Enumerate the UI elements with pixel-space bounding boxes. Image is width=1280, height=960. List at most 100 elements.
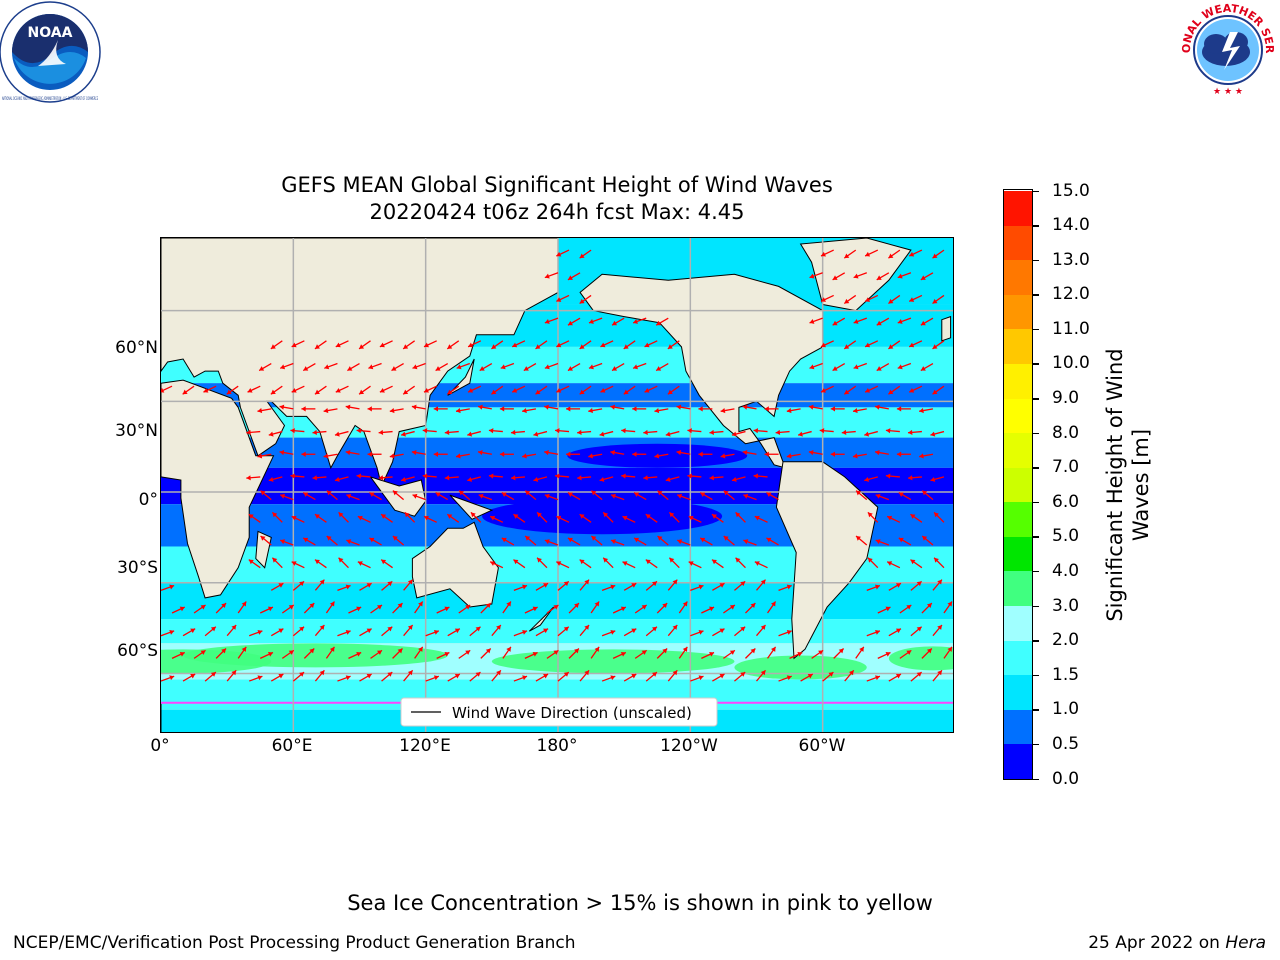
wave-arrow-head — [467, 476, 473, 482]
wave-arrow-head — [411, 404, 417, 410]
wave-arrow-head — [499, 406, 505, 412]
landmass — [941, 315, 952, 342]
colorbar-tickmark — [1033, 743, 1039, 746]
wave-arrow-head — [424, 515, 429, 521]
wave-arrow-head — [896, 406, 902, 412]
wave-arrow-head — [645, 559, 651, 565]
wave-arrow-head — [200, 650, 206, 655]
wave-arrow-head — [435, 492, 441, 497]
wave-arrow-head — [620, 651, 626, 657]
wave-arrow-head — [907, 475, 913, 481]
wave-arrow-head — [553, 650, 559, 655]
wave-arrow-head — [179, 651, 185, 657]
wave-arrow-head — [865, 387, 871, 393]
wave-arrow-head — [723, 535, 729, 541]
wave-arrow-head — [377, 604, 382, 610]
wave-arrow-head — [885, 651, 891, 657]
wave-arrow-head — [537, 557, 542, 563]
wave-arrow-head — [930, 476, 936, 482]
colorbar-segment — [1004, 259, 1032, 295]
colorbar-tick-label: 12.0 — [1052, 284, 1090, 305]
wave-arrow-head — [828, 672, 834, 677]
wave-arrow-head — [632, 406, 637, 412]
wave-arrow-head — [786, 675, 792, 681]
wave-arrow-head — [786, 629, 792, 635]
wave-arrow-head — [241, 646, 247, 652]
wave-arrow-head — [830, 451, 836, 457]
wave-arrow-head — [611, 493, 616, 499]
wave-arrow-head — [667, 344, 673, 349]
wave-arrow-head — [895, 673, 901, 679]
wave-arrow-head — [357, 515, 363, 521]
colorbar-tickmark — [1033, 709, 1039, 711]
colorbar-segment — [1004, 328, 1032, 364]
colorbar-segment — [1004, 432, 1032, 468]
wave-arrow-head — [475, 672, 481, 677]
wave-arrow-head — [909, 342, 915, 348]
wave-arrow-head — [455, 408, 461, 414]
wave-arrow-head — [743, 493, 749, 499]
wave-arrow-head — [496, 624, 501, 630]
wave-arrow-head — [334, 431, 340, 437]
wave-arrow-head — [853, 364, 859, 370]
wave-arrow-head — [742, 404, 748, 410]
colorbar-tick-label: 11.0 — [1052, 318, 1090, 339]
wave-arrow-head — [512, 342, 518, 348]
wave-arrow-head — [594, 601, 600, 607]
wave-arrow-head — [740, 581, 746, 587]
wave-arrow-head — [468, 342, 474, 348]
wave-arrow-head — [418, 646, 423, 652]
wave-arrow-head — [916, 581, 922, 587]
wave-arrow-head — [411, 450, 417, 456]
wave-arrow-head — [937, 670, 942, 676]
wave-arrow-head — [329, 646, 335, 652]
wave-arrow-head — [478, 450, 483, 456]
wave-arrow-head — [775, 429, 781, 435]
wave-arrow-head — [821, 297, 826, 302]
wave-arrow-head — [314, 559, 320, 565]
colorbar-tickmark — [1033, 536, 1039, 538]
wave-arrow-head — [299, 581, 305, 587]
wave-arrow-head — [301, 406, 306, 412]
wave-arrow-head — [677, 493, 683, 499]
wave-arrow-head — [876, 275, 882, 280]
wave-arrow-head — [397, 648, 403, 654]
wave-arrow-head — [475, 626, 481, 632]
wave-arrow-head — [641, 604, 647, 610]
wave-arrow-head — [875, 450, 880, 456]
wave-arrow-head — [610, 450, 616, 456]
wave-arrow-head — [584, 624, 590, 630]
colorbar-tickmark — [1033, 501, 1039, 504]
wave-arrow-head — [652, 581, 657, 587]
wave-arrow-head — [506, 646, 511, 652]
wave-arrow-head — [652, 626, 657, 632]
wave-arrow-head — [326, 535, 332, 541]
wave-arrow-head — [920, 366, 926, 371]
wave-arrow-head — [947, 601, 953, 607]
wave-arrow-head — [366, 628, 372, 634]
wave-arrow-head — [496, 670, 501, 676]
wave-arrow-head — [700, 537, 706, 543]
wave-arrow-head — [544, 404, 549, 410]
wave-arrow-head — [832, 275, 838, 280]
wave-arrow-head — [656, 320, 662, 326]
wave-arrow-head — [895, 628, 901, 634]
wave-arrow-head — [447, 514, 453, 519]
wave-arrow-head — [379, 342, 385, 348]
wave-arrow-head — [412, 364, 418, 370]
wave-arrow-head — [525, 490, 531, 496]
colorbar-tickmark — [1033, 363, 1039, 365]
wave-arrow-head — [267, 651, 273, 657]
wave-arrow-head — [523, 366, 529, 371]
wave-arrow-head — [314, 344, 320, 349]
wave-arrow-head — [588, 319, 594, 324]
wave-arrow-head — [359, 344, 365, 349]
wave-arrow-head — [345, 450, 351, 456]
svg-text:★ ★ ★: ★ ★ ★ — [1213, 87, 1243, 97]
colorbar-tick-label: 4.0 — [1052, 560, 1080, 581]
wave-arrow-head — [876, 366, 882, 371]
wave-arrow-head — [329, 601, 335, 607]
wave-arrow-head — [407, 624, 413, 630]
wave-arrow-head — [584, 579, 590, 585]
wave-arrow-head — [577, 475, 582, 481]
